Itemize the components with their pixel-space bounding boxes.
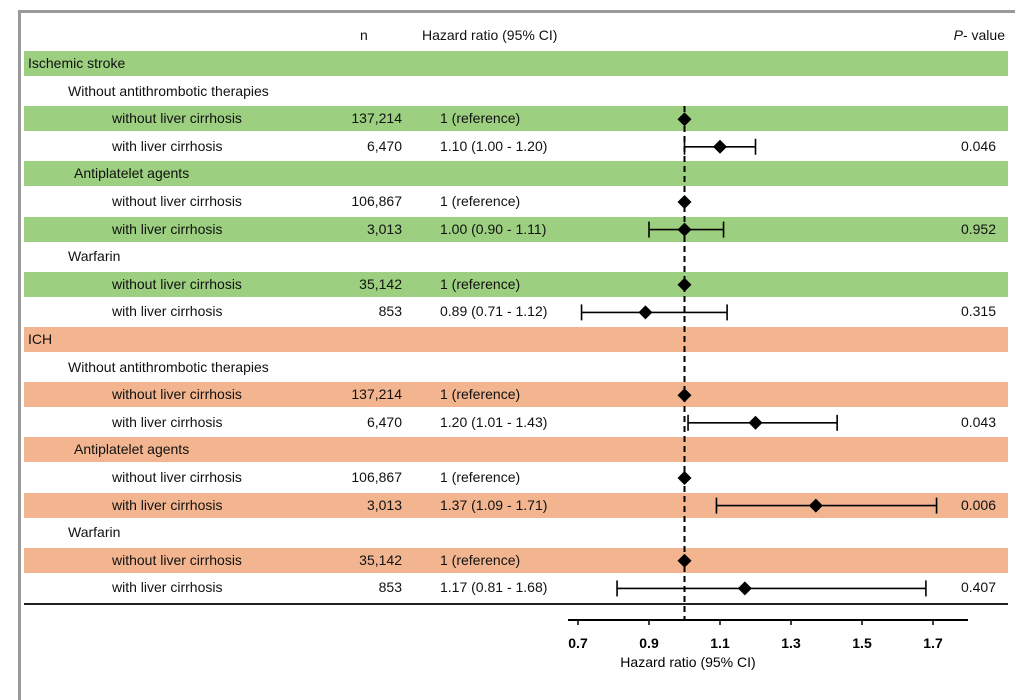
row-n: 6,470 (366, 137, 402, 154)
row-n: 853 (378, 303, 402, 320)
row-hazard-ratio: 1 (reference) (440, 193, 521, 209)
row-p-value: 0.006 (960, 496, 996, 513)
column-header-hazard-ratio: Hazard ratio (95% CI) (422, 27, 558, 43)
row-label: Warfarin (68, 524, 121, 541)
hazard-ratio-point (677, 388, 692, 403)
ci-whisker (580, 304, 728, 321)
row-label: with liver cirrhosis (112, 496, 223, 513)
table-row: with liver cirrhosis 853 1.17 (0.81 - 1.68… (24, 575, 1008, 600)
row-label: Without antithrombotic therapies (68, 82, 269, 99)
hazard-ratio-point (808, 498, 823, 513)
row-n: 35,142 (359, 551, 402, 568)
row-hazard-ratio: 1 (reference) (440, 110, 521, 127)
ci-whisker (687, 414, 838, 431)
row-n: 137,214 (351, 110, 402, 127)
table-row: Warfarin (24, 244, 1008, 269)
row-label: Without antithrombotic therapies (68, 358, 269, 375)
hazard-ratio-point (737, 581, 752, 596)
row-n: 106,867 (351, 469, 402, 485)
row-n: 35,142 (359, 275, 402, 292)
row-n: 3,013 (366, 220, 402, 237)
table-row: Without antithrombotic therapies (24, 355, 1008, 380)
p-italic: P (953, 27, 963, 43)
row-label: without liver cirrhosis (112, 469, 242, 485)
row-hazard-ratio: 0.89 (0.71 - 1.12) (440, 303, 548, 320)
row-hazard-ratio: 1 (reference) (440, 275, 521, 292)
table-row: without liver cirrhosis 106,867 1 (referen… (24, 189, 1008, 214)
table-row: with liver cirrhosis 6,470 1.20 (1.01 - 1.… (24, 410, 1008, 435)
row-label: with liver cirrhosis (112, 220, 223, 237)
row-label: Antiplatelet agents (74, 441, 190, 458)
table-row: with liver cirrhosis 853 0.89 (0.71 - 1.12… (24, 299, 1008, 324)
row-label: Antiplatelet agents (74, 165, 190, 182)
row-n: 6,470 (366, 413, 402, 430)
row-label: without liver cirrhosis (112, 551, 242, 568)
table-row: Ischemic stroke (24, 51, 1008, 76)
table-row: with liver cirrhosis 6,470 1.10 (1.00 - 1.… (24, 134, 1008, 159)
row-n: 106,867 (351, 193, 402, 209)
row-p-value: 0.043 (960, 413, 996, 430)
table-row: without liver cirrhosis 106,867 1 (referen… (24, 465, 1008, 490)
row-p-value: 0.952 (960, 220, 996, 237)
x-tick-label: 1.7 (923, 635, 943, 651)
row-label: with liver cirrhosis (112, 137, 223, 154)
row-hazard-ratio: 1.20 (1.01 - 1.43) (440, 413, 548, 430)
x-axis-label: Hazard ratio (95% CI) (620, 654, 755, 670)
row-n: 853 (378, 579, 402, 596)
table-row: Antiplatelet agents (24, 161, 1008, 187)
x-tick-label: 1.5 (852, 635, 872, 651)
row-hazard-ratio: 1.10 (1.00 - 1.20) (440, 137, 548, 154)
figure-frame (18, 10, 1015, 700)
row-n: 137,214 (351, 386, 402, 403)
x-tick-label: 0.7 (568, 635, 588, 651)
x-tick-label: 0.9 (639, 635, 659, 651)
table-row: without liver cirrhosis 35,142 1 (referenc… (24, 271, 1008, 297)
row-label: with liver cirrhosis (112, 303, 223, 320)
table-row: Without antithrombotic therapies (24, 79, 1008, 104)
row-label: without liver cirrhosis (112, 275, 242, 292)
row-label: Ischemic stroke (28, 55, 126, 71)
row-label: with liver cirrhosis (112, 413, 223, 430)
row-label: without liver cirrhosis (112, 110, 242, 127)
x-tick-label: 1.1 (710, 635, 730, 651)
row-label: ICH (28, 331, 53, 347)
row-hazard-ratio: 1.37 (1.09 - 1.71) (440, 496, 548, 513)
column-header-p-value: P- value (954, 27, 1005, 43)
table-row: without liver cirrhosis 137,214 1 (referen… (24, 106, 1008, 132)
table-row: without liver cirrhosis 137,214 1 (referen… (24, 382, 1008, 408)
ci-whisker (616, 580, 927, 597)
row-hazard-ratio: 1.17 (0.81 - 1.68) (440, 579, 548, 596)
row-hazard-ratio: 1 (reference) (440, 469, 521, 485)
column-header-n: n (360, 27, 368, 43)
table-row: without liver cirrhosis 35,142 1 (referenc… (24, 547, 1008, 573)
row-hazard-ratio: 1 (reference) (440, 386, 521, 403)
hazard-ratio-point (748, 415, 763, 430)
table-row: with liver cirrhosis 3,013 1.00 (0.90 - 1.… (24, 216, 1008, 242)
row-hazard-ratio: 1.00 (0.90 - 1.11) (440, 220, 547, 237)
row-label: without liver cirrhosis (112, 386, 242, 403)
row-hazard-ratio: 1 (reference) (440, 551, 521, 568)
table-row: Warfarin (24, 520, 1008, 545)
table-row: Antiplatelet agents (24, 437, 1008, 463)
row-p-value: 0.407 (960, 579, 996, 596)
hazard-ratio-point (638, 305, 653, 320)
row-n: 3,013 (366, 496, 402, 513)
row-label: without liver cirrhosis (112, 193, 242, 209)
table-row: ICH (24, 327, 1008, 352)
row-label: with liver cirrhosis (112, 579, 223, 596)
p-rest: - value (962, 27, 1005, 43)
row-p-value: 0.046 (960, 137, 996, 154)
row-p-value: 0.315 (960, 303, 996, 320)
ci-whisker (715, 497, 938, 514)
x-tick-label: 1.3 (781, 635, 801, 651)
hazard-ratio-point (677, 277, 692, 292)
row-label: Warfarin (68, 248, 121, 265)
hazard-ratio-point (713, 139, 727, 154)
table-bottom-rule (24, 603, 1008, 605)
